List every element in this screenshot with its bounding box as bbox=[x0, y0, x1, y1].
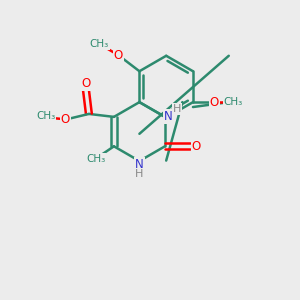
Text: CH₃: CH₃ bbox=[224, 97, 243, 107]
Text: H: H bbox=[135, 169, 144, 179]
Text: O: O bbox=[209, 96, 219, 109]
Text: N: N bbox=[164, 110, 173, 123]
Text: O: O bbox=[192, 140, 201, 153]
Text: N: N bbox=[135, 158, 144, 171]
Text: O: O bbox=[114, 49, 123, 62]
Text: H: H bbox=[173, 103, 182, 114]
Text: O: O bbox=[61, 113, 70, 126]
Text: CH₃: CH₃ bbox=[36, 111, 55, 121]
Text: CH₃: CH₃ bbox=[86, 154, 105, 164]
Text: CH₃: CH₃ bbox=[89, 39, 109, 49]
Text: O: O bbox=[81, 77, 91, 90]
